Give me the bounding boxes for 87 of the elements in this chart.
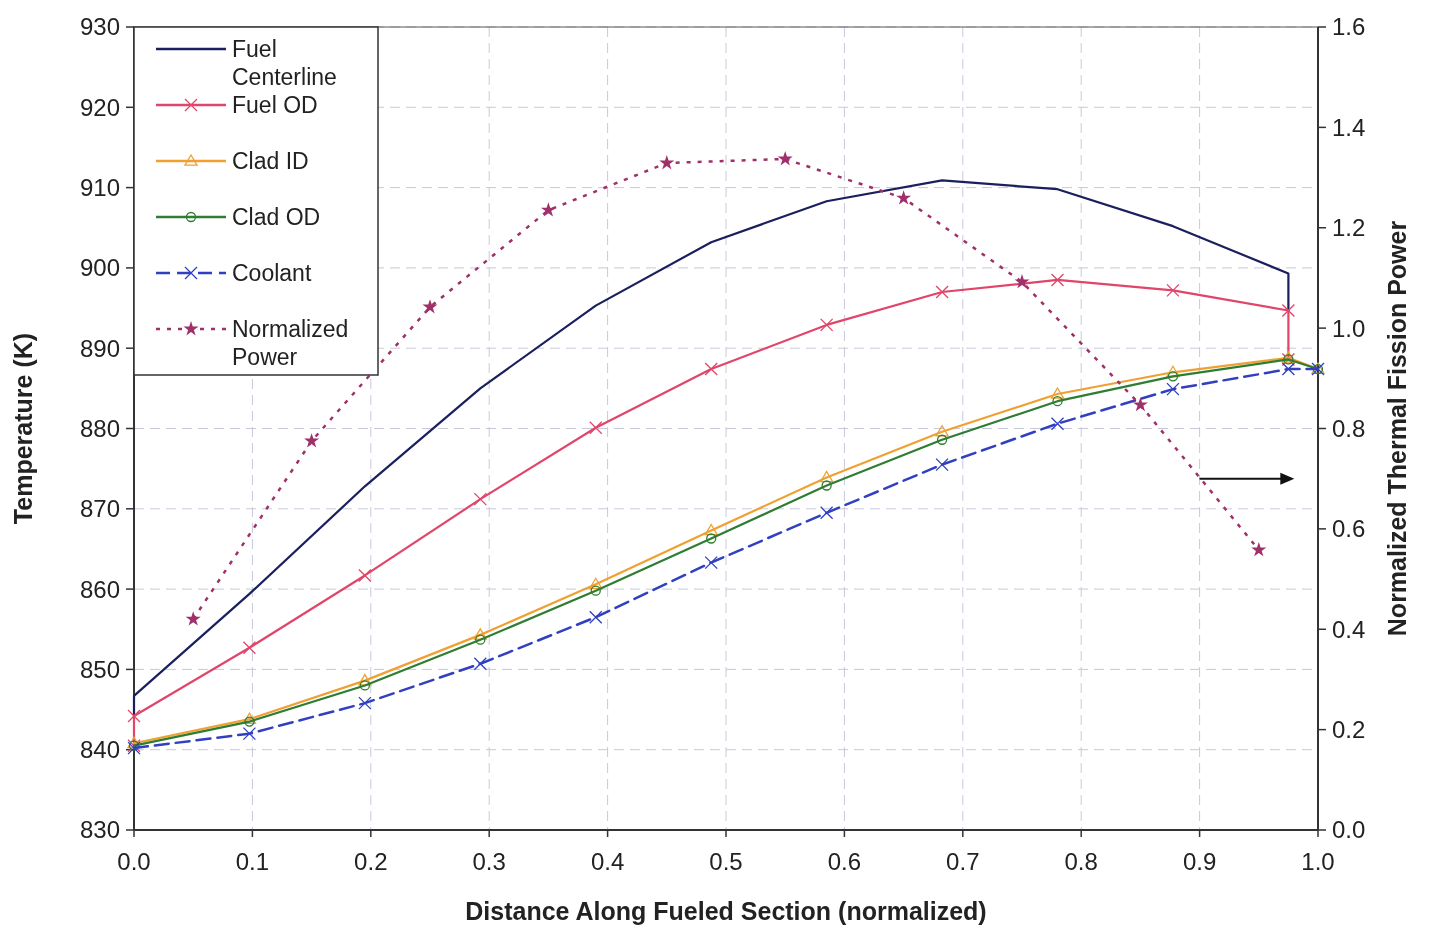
point [304,433,320,448]
point [1281,362,1296,376]
y-tick-label: 900 [79,254,120,282]
point [704,523,718,536]
point [127,709,141,723]
point [935,425,949,437]
point [358,568,372,583]
point [473,657,487,671]
point [589,610,603,624]
x-tick-label: 0.7 [946,848,980,875]
x-tick-label: 0.9 [1182,848,1217,875]
legend-label: Fuel OD [232,92,318,119]
legend-label: Coolant [232,260,312,287]
point [706,533,717,544]
x-tick-label: 1.0 [1301,848,1335,875]
y2-tick-label: 1.0 [1332,314,1366,342]
y2-tick-label: 0.8 [1332,414,1366,442]
point [185,611,201,626]
point [589,577,603,590]
point [1050,273,1065,287]
x-tick-label: 0.0 [117,848,151,875]
x-tick-label: 0.4 [590,848,625,875]
point [540,202,556,217]
point [936,434,948,445]
y-tick-label: 920 [79,93,120,121]
y-tick-label: 840 [79,736,120,764]
point [475,634,486,645]
line-series [132,179,1290,718]
point [704,362,718,376]
y-tick-label: 910 [79,174,120,201]
point [819,506,834,520]
y-tick-label: 850 [79,655,120,683]
y2-tick-label: 0.2 [1332,716,1366,744]
point [1166,283,1180,298]
y-axis-title: Temperature (K) [9,332,37,525]
y2-tick-label: 0.6 [1332,515,1366,543]
legend-label: Clad ID [232,148,309,175]
point [359,680,371,691]
point [777,151,793,166]
point [1281,303,1296,318]
x-tick-label: 0.2 [354,848,388,875]
y-tick-label: 870 [79,495,120,523]
y-tick-label: 880 [79,414,120,442]
point [242,726,257,741]
y2-axis-title: Normalized Thermal Fission Power [1383,220,1411,637]
point [821,480,832,491]
y-tick-label: 830 [79,816,120,844]
point [358,673,372,686]
point [1050,417,1065,431]
point [590,585,601,596]
y2-tick-label: 1.4 [1332,113,1366,141]
x-tick-label: 0.5 [709,848,743,875]
point [1167,371,1179,382]
x-tick-label: 0.6 [827,848,862,875]
y2-tick-label: 1.2 [1332,214,1366,242]
x-tick-label: 0.1 [235,848,270,875]
point [704,555,718,570]
point [589,421,603,435]
legend-label: Clad OD [232,204,321,231]
y2-tick-label: 1.6 [1332,13,1366,41]
point [244,716,255,727]
legend-label: Fuel Centerline [232,36,337,91]
point [1251,542,1267,557]
point [1050,387,1065,399]
x-axis-title: Distance Along Fueled Section (normalized) [465,897,987,925]
point [935,285,949,299]
point [819,470,834,483]
point [422,299,438,314]
point [473,628,487,640]
point [1052,396,1063,407]
x-tick-label: 0.3 [472,848,506,875]
x-tick-label: 0.8 [1064,848,1098,875]
y-tick-label: 890 [79,334,120,362]
point [896,190,912,205]
point [1166,382,1180,396]
point [659,155,675,170]
point [935,457,949,472]
legend-label: Normalized Power [232,316,349,371]
y-tick-label: 930 [79,13,120,41]
y2-tick-label: 0.4 [1332,615,1366,643]
point [473,492,487,506]
point [358,696,372,710]
point [819,318,834,332]
y2-tick-label: 0.0 [1332,816,1366,844]
point [1132,397,1148,412]
y-tick-label: 860 [79,575,120,603]
point [242,641,257,655]
